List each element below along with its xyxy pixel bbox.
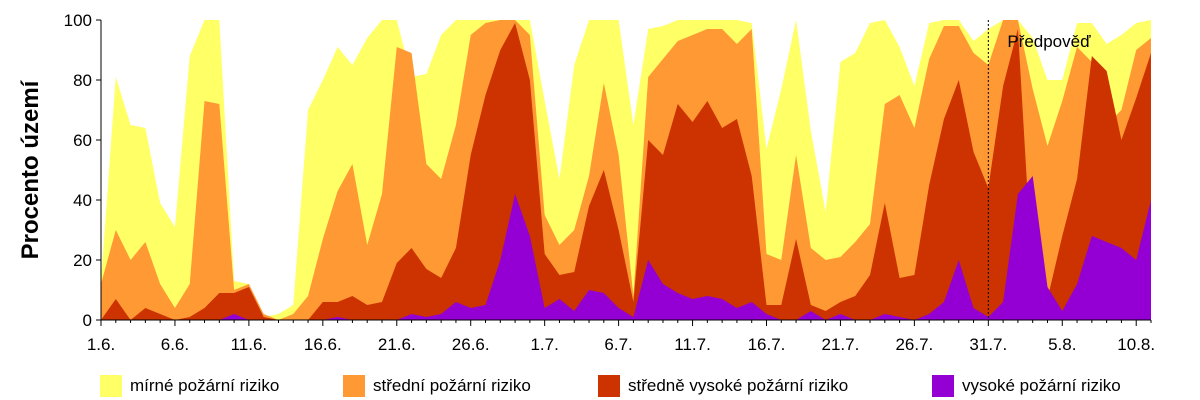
forecast-label: Předpověď [1007,32,1091,51]
legend: mírné požární riziko střední požární riz… [0,372,1200,400]
area-vysoke [101,176,1151,320]
y-tick-label-40: 40 [73,191,92,210]
x-tick-label: 21.6. [378,335,416,354]
legend-label-stredni: střední požární riziko [373,376,531,395]
y-axis-label: Procento území [17,79,44,259]
axes: 0 20 40 60 80 100 1.6. 6.6. 11.6. 16.6. 21.6. 26.6.… [64,11,1155,354]
y-tick-label-80: 80 [73,71,92,90]
legend-swatch-mirne [100,375,122,397]
legend-label-vysoke: vysoké požární riziko [962,376,1121,395]
x-tick-label: 5.8. [1048,335,1076,354]
legend-label-stredne-vysoke: středně vysoké požární riziko [628,376,849,395]
legend-swatch-stredni [343,375,365,397]
legend-item-vysoke: vysoké požární riziko [932,375,1121,397]
x-tick-label: 31.7. [969,335,1007,354]
area-stredne-vysoke [101,23,1151,320]
x-tick-label: 16.6. [304,335,342,354]
x-tick-label: 6.7. [604,335,632,354]
y-tick-label-20: 20 [73,251,92,270]
x-tick-label: 26.7. [895,335,933,354]
x-tick-label: 26.6. [452,335,490,354]
x-tick-label: 1.7. [530,335,558,354]
x-tick-label: 1.6. [87,335,115,354]
legend-swatch-stredne-vysoke [598,375,620,397]
area-layers [101,20,1151,320]
fire-risk-chart: 0 20 40 60 80 100 1.6. 6.6. 11.6. 16.6. 21.6. 26.6.… [17,11,1155,354]
x-tick-label: 10.8. [1117,335,1155,354]
y-tick-label-60: 60 [73,131,92,150]
legend-label-mirne: mírné požární riziko [130,376,280,395]
legend-item-stredni: střední požární riziko [343,375,531,397]
x-tick-label: 21.7. [822,335,860,354]
x-tick-label: 11.6. [231,335,268,354]
legend-item-mirne: mírné požární riziko [100,375,279,397]
x-tick-label: 11.7. [674,335,711,354]
y-tick-label-0: 0 [83,311,92,330]
legend-swatch-vysoke [932,375,954,397]
legend-item-stredne-vysoke: středně vysoké požární riziko [598,375,848,397]
x-tick-label: 16.7. [748,335,786,354]
y-tick-label-100: 100 [64,11,92,30]
x-tick-label: 6.6. [161,335,189,354]
